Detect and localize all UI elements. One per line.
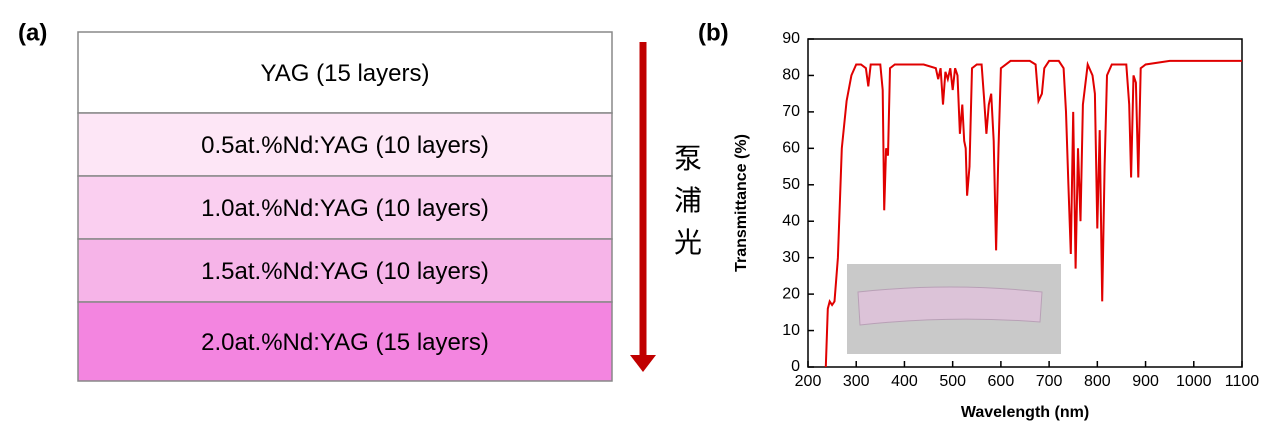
x-tick-label: 500 — [939, 373, 966, 390]
y-tick-label: 70 — [782, 103, 800, 120]
x-tick-label: 800 — [1084, 373, 1111, 390]
arrow-head — [630, 355, 656, 372]
layer-label: 1.0at.%Nd:YAG (10 layers) — [201, 195, 489, 222]
y-tick-label: 20 — [782, 285, 800, 302]
layer-label: 0.5at.%Nd:YAG (10 layers) — [201, 132, 489, 159]
layer-label: 2.0at.%Nd:YAG (15 layers) — [201, 329, 489, 356]
panel-label: (a) — [18, 19, 47, 46]
x-tick-label: 700 — [1036, 373, 1063, 390]
layer-stack: YAG (15 layers) 0.5at.%Nd:YAG (10 layers)… — [77, 31, 613, 382]
layer — [77, 301, 613, 382]
x-tick-label: 1000 — [1176, 373, 1212, 390]
x-tick-label: 600 — [988, 373, 1015, 390]
y-tick-label: 50 — [782, 176, 800, 193]
layer — [77, 112, 613, 177]
panel-label: (b) — [698, 19, 729, 46]
x-tick-label: 400 — [891, 373, 918, 390]
layer-label: YAG (15 layers) — [261, 60, 430, 87]
arrow-label: 泵 — [674, 142, 702, 175]
y-tick-label: 80 — [782, 67, 800, 84]
y-tick-label: 90 — [782, 30, 800, 47]
y-tick-label: 60 — [782, 140, 800, 157]
y-axis-title: Transmittance (%) — [733, 134, 750, 272]
y-tick-label: 40 — [782, 212, 800, 229]
x-tick-label: 300 — [843, 373, 870, 390]
y-tick-label: 0 — [791, 358, 800, 375]
arrow-label: 光 — [674, 226, 702, 259]
layer-label: 1.5at.%Nd:YAG (10 layers) — [201, 258, 489, 285]
y-tick-label: 10 — [782, 322, 800, 339]
layer — [77, 238, 613, 303]
x-tick-label: 200 — [795, 373, 822, 390]
layer — [77, 175, 613, 240]
y-tick-label: 30 — [782, 249, 800, 266]
x-axis-title: Wavelength (nm) — [961, 404, 1089, 421]
layer — [77, 31, 613, 114]
line — [824, 59, 1242, 368]
plot-frame — [807, 38, 1243, 368]
inset-photo — [847, 264, 1061, 354]
arrow-label: 浦 — [674, 184, 702, 217]
x-tick-label: 900 — [1132, 373, 1159, 390]
x-tick-label: 1100 — [1225, 373, 1260, 390]
